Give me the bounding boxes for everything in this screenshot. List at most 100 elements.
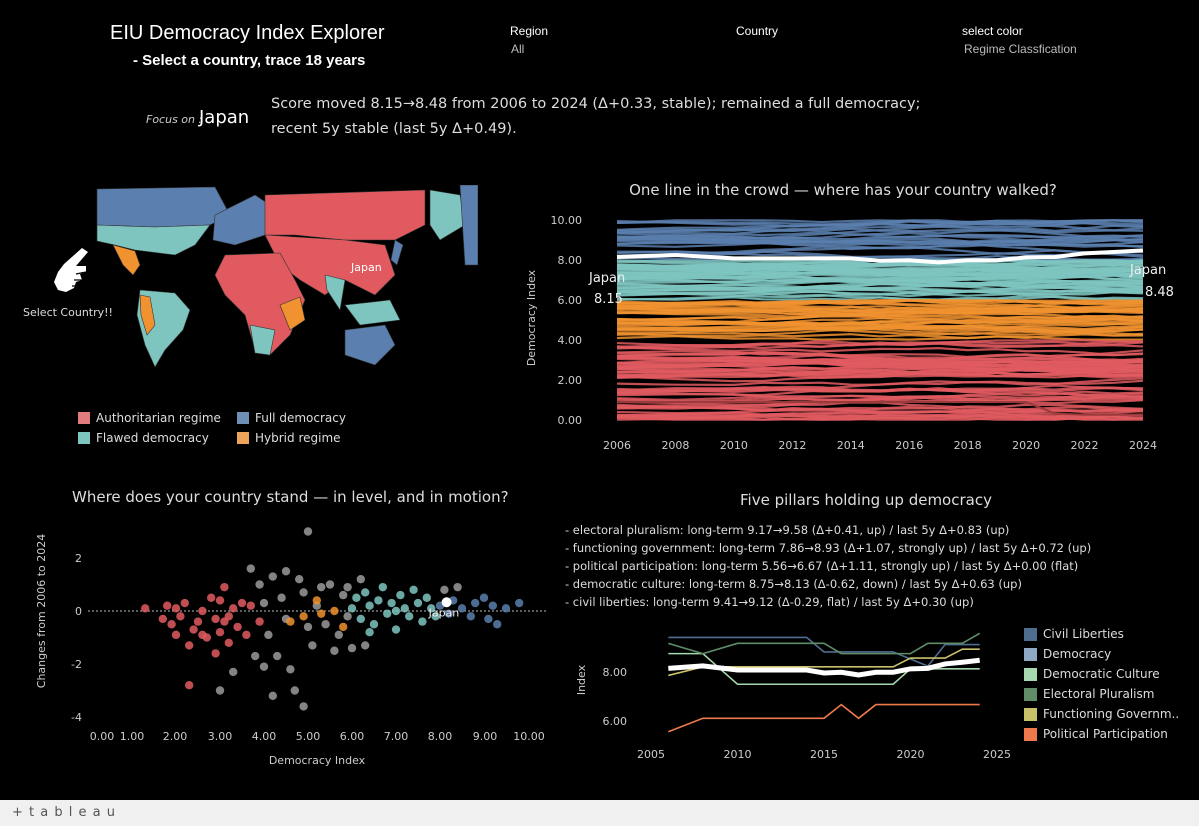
scatter-point xyxy=(361,588,370,597)
legend-swatch xyxy=(78,412,90,424)
region-filter[interactable]: All xyxy=(511,42,525,56)
pillar-summary: - electoral pluralism: long-term 9.17→9.… xyxy=(565,523,1010,537)
scatter-point xyxy=(391,625,401,634)
crowd-line xyxy=(616,268,1144,277)
crowd-line xyxy=(616,231,1144,242)
crowd-line xyxy=(616,333,1144,341)
scatter-point xyxy=(440,585,449,594)
map-southern-africa[interactable] xyxy=(249,324,276,356)
pillars-chart[interactable]: 8.00 6.00 2005 2010 2015 2020 2025 Index xyxy=(560,615,1020,765)
scatter-point xyxy=(229,667,238,677)
crowd-line xyxy=(616,316,1144,327)
legend-full-democracy[interactable]: Full democracy xyxy=(237,411,346,425)
x-tick-label: 1.00 xyxy=(120,730,145,743)
scatter-point xyxy=(158,614,167,624)
country-filter[interactable] xyxy=(736,42,936,56)
crowd-line xyxy=(616,299,1144,314)
scatter-point xyxy=(268,691,277,700)
scatter-point xyxy=(515,598,524,608)
crowd-line-chart[interactable]: 10.00 8.00 6.00 4.00 2.00 0.00 2006 2008 2010 201… xyxy=(520,200,1199,470)
pillar-legend-item[interactable]: Functioning Governm.. xyxy=(1024,704,1179,724)
tableau-logo[interactable]: + t a b l e a u xyxy=(12,805,116,820)
scatter-point xyxy=(479,593,489,602)
scatter-point xyxy=(501,604,511,613)
color-filter-label: select color xyxy=(962,24,1023,38)
x-tick-label: 2010 xyxy=(724,748,752,761)
scatter-point xyxy=(220,617,229,626)
crowd-line xyxy=(616,227,1144,241)
legend-label: Authoritarian regime xyxy=(96,411,221,425)
map-north-america[interactable] xyxy=(96,186,231,228)
crowd-line xyxy=(616,356,1144,366)
dashboard-title: EIU Democracy Index Explorer xyxy=(110,22,385,44)
scatter-point xyxy=(215,596,225,605)
scatter-point xyxy=(211,649,220,658)
pillar-line-political-participation xyxy=(668,703,980,733)
x-tick-label: 2024 xyxy=(1129,439,1157,452)
scatter-point xyxy=(171,630,181,640)
x-tick-label: 2015 xyxy=(810,748,838,761)
x-tick-label: 10.00 xyxy=(513,730,545,743)
scatter-point xyxy=(383,609,392,618)
scatter-point xyxy=(317,609,326,618)
map-russia[interactable] xyxy=(264,189,426,241)
scatter-point xyxy=(422,593,431,602)
crowd-line xyxy=(616,219,1143,228)
pillar-legend-item[interactable]: Political Participation xyxy=(1024,724,1179,744)
scatter-point xyxy=(180,598,189,608)
pillar-legend-item[interactable]: Civil Liberties xyxy=(1024,624,1179,644)
pillar-legend-item[interactable]: Democracy xyxy=(1024,644,1179,664)
map-africa-hybrid[interactable] xyxy=(279,296,306,331)
pillar-legend-item[interactable]: Electoral Pluralism xyxy=(1024,684,1179,704)
y-tick-label: 8.00 xyxy=(558,254,583,267)
scatter-point xyxy=(365,628,374,637)
crowd-line xyxy=(616,259,1144,273)
scatter-point xyxy=(268,572,277,581)
pillars-legend: Civil Liberties Democracy Democratic Cultu… xyxy=(1024,624,1179,744)
map-usa[interactable] xyxy=(96,224,211,256)
crowd-chart-title: One line in the crowd — where has your c… xyxy=(629,181,1057,199)
scatter-point xyxy=(361,641,370,650)
scatter-point xyxy=(418,617,427,626)
scatter-point xyxy=(246,564,255,573)
map-japan[interactable] xyxy=(390,239,404,266)
map-alaska[interactable] xyxy=(429,189,466,241)
scatter-point xyxy=(444,609,453,618)
legend-swatch xyxy=(1024,667,1037,681)
pillar-legend-item[interactable]: Democratic Culture xyxy=(1024,664,1179,684)
legend-authoritarian[interactable]: Authoritarian regime xyxy=(78,411,221,425)
pillar-summary: - political participation: long-term 5.5… xyxy=(565,559,1079,573)
legend-swatch xyxy=(1024,687,1037,701)
x-tick-label: 2014 xyxy=(837,439,865,452)
y-axis-label: Index xyxy=(575,664,588,695)
country-filter-label: Country xyxy=(736,24,779,38)
legend-label: Hybrid regime xyxy=(255,431,341,445)
map-india[interactable] xyxy=(324,274,346,311)
map-southeast-asia[interactable] xyxy=(344,299,401,326)
scatter-point xyxy=(185,681,194,690)
world-map[interactable]: Japan xyxy=(95,185,478,369)
map-canada-east[interactable] xyxy=(459,185,478,266)
color-filter[interactable]: Regime Classfication xyxy=(964,42,1077,56)
scatter-point xyxy=(286,617,295,626)
legend-hybrid[interactable]: Hybrid regime xyxy=(237,431,341,445)
y-tick-label: 8.00 xyxy=(603,666,628,679)
map-andes[interactable] xyxy=(139,294,156,336)
scatter-point xyxy=(453,582,462,592)
scatter-point xyxy=(457,604,467,613)
x-tick-label: 2018 xyxy=(954,439,982,452)
scatter-chart[interactable]: 2 0 -2 -4 0.00 1.00 2.00 3.00 4.00 5.00 6.00 7.00 8.… xyxy=(0,515,560,775)
crowd-line xyxy=(616,237,1144,255)
scatter-japan-label: Japan xyxy=(428,606,460,619)
pillar-line-civil-liberties xyxy=(668,636,980,668)
crowd-line xyxy=(616,325,1144,332)
legend-flawed-democracy[interactable]: Flawed democracy xyxy=(78,431,209,445)
y-tick-label: 2 xyxy=(75,552,82,565)
map-central-america[interactable] xyxy=(112,244,141,276)
scatter-point xyxy=(413,598,423,608)
crowd-line xyxy=(616,374,1144,383)
scatter-point xyxy=(237,598,247,608)
pillar-summary: - democratic culture: long-term 8.75→8.1… xyxy=(565,577,1022,591)
crowd-line xyxy=(616,234,1144,248)
map-australia[interactable] xyxy=(344,324,396,366)
